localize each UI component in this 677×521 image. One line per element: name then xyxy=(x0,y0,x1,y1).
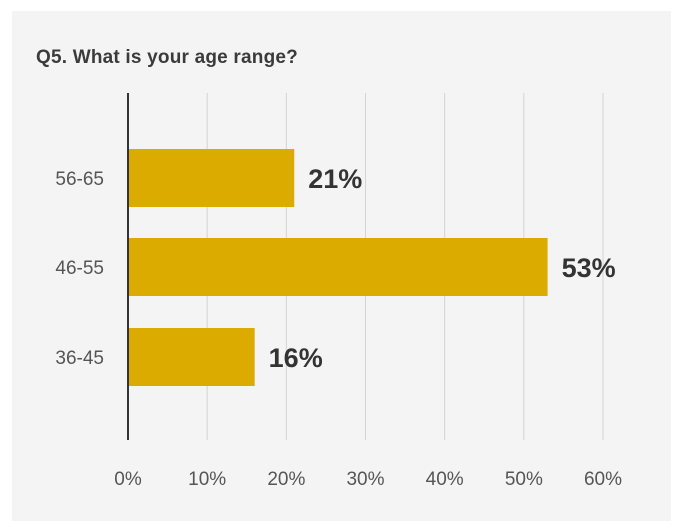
bars xyxy=(128,149,548,386)
data-labels: 21% 53% 16% xyxy=(269,164,616,373)
x-tick-label-50: 50% xyxy=(505,469,543,490)
x-tick-labels: 0% 10% 20% 30% 40% 50% 60% xyxy=(114,469,622,490)
bar-46-55 xyxy=(128,238,548,296)
data-label-36-45: 16% xyxy=(269,343,323,373)
bar-36-45 xyxy=(128,328,255,386)
x-tick-label-0: 0% xyxy=(114,469,142,490)
x-tick-label-10: 10% xyxy=(188,469,226,490)
chart-title: Q5. What is your age range? xyxy=(36,47,298,68)
data-label-46-55: 53% xyxy=(562,253,616,283)
data-label-56-65: 21% xyxy=(308,164,362,194)
x-tick-label-60: 60% xyxy=(584,469,622,490)
category-label-56-65: 56-65 xyxy=(55,169,104,190)
x-tick-label-20: 20% xyxy=(267,469,305,490)
category-label-46-55: 46-55 xyxy=(55,258,104,279)
category-labels: 56-65 46-55 36-45 xyxy=(55,169,104,369)
bar-56-65 xyxy=(128,149,295,207)
category-label-36-45: 36-45 xyxy=(55,348,104,369)
x-tick-label-30: 30% xyxy=(346,469,384,490)
x-tick-label-40: 40% xyxy=(426,469,464,490)
